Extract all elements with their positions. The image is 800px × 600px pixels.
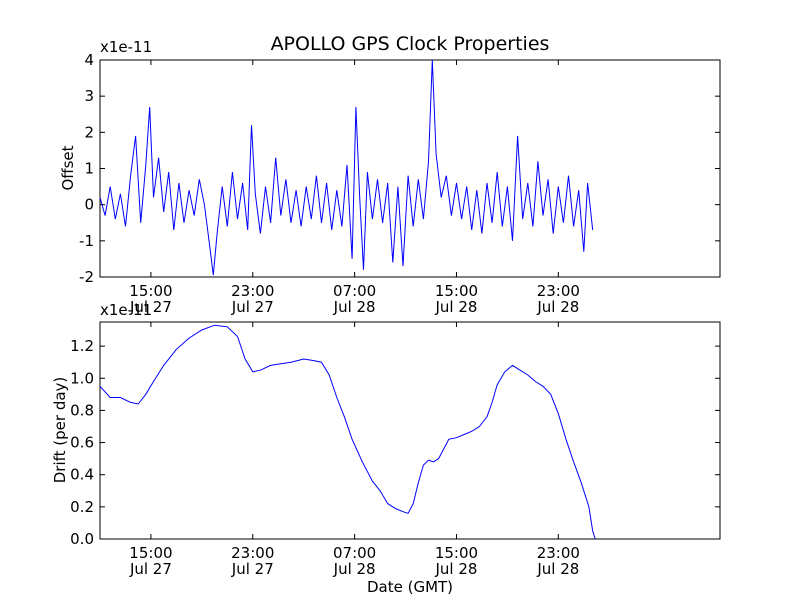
- offset-x-tick-date: Jul 27: [231, 298, 274, 316]
- drift-y-exponent-label: x1e-11: [100, 301, 152, 319]
- drift-y-tick-label: 0.4: [70, 466, 94, 484]
- drift-x-tick-date: Jul 27: [129, 560, 172, 578]
- offset-x-tick-time: 23:00: [537, 282, 580, 300]
- offset-plot-frame: [99, 59, 721, 278]
- figure-title: APOLLO GPS Clock Properties: [271, 33, 550, 55]
- drift-y-tick-label: 1.2: [70, 337, 94, 355]
- offset-y-exponent-label: x1e-11: [100, 38, 152, 56]
- drift-x-tick-date: Jul 27: [231, 560, 274, 578]
- drift-x-tick-time: 07:00: [333, 544, 376, 562]
- offset-y-tick-label: -2: [79, 268, 94, 286]
- offset-y-tick-label: 4: [84, 51, 94, 69]
- offset-y-tick-label: 3: [84, 87, 94, 105]
- drift-x-tick-date: Jul 28: [536, 560, 579, 578]
- offset-y-tick-label: 1: [84, 160, 94, 178]
- offset-series-line: [99, 59, 594, 276]
- offset-x-tick-time: 15:00: [129, 282, 172, 300]
- offset-x-tick-date: Jul 28: [536, 298, 579, 316]
- offset-y-tick-label: 2: [84, 123, 94, 141]
- drift-y-tick-label: 1.0: [70, 369, 94, 387]
- drift-y-tick-label: 0.6: [70, 434, 94, 452]
- offset-x-tick-date: Jul 28: [333, 298, 376, 316]
- offset-x-tick-date: Jul 28: [434, 298, 477, 316]
- drift-plot-frame: [99, 321, 721, 540]
- drift-x-tick-time: 23:00: [537, 544, 580, 562]
- drift-x-tick-time: 15:00: [435, 544, 478, 562]
- offset-x-tick-date: Jul 27: [129, 298, 172, 316]
- offset-y-tick-label: -1: [79, 232, 94, 250]
- drift-x-tick-date: Jul 28: [333, 560, 376, 578]
- drift-x-axis-label: Date (GMT): [367, 578, 453, 596]
- drift-y-tick-label: 0.8: [70, 401, 94, 419]
- drift-x-tick-date: Jul 28: [434, 560, 477, 578]
- offset-y-axis-label: Offset: [59, 145, 77, 190]
- drift-x-tick-time: 15:00: [129, 544, 172, 562]
- drift-y-tick-label: 0.0: [70, 530, 94, 548]
- offset-y-tick-label: 0: [84, 196, 94, 214]
- offset-y-ticks: -2 -1 0 1 2 3 4: [79, 51, 720, 286]
- offset-x-tick-time: 07:00: [333, 282, 376, 300]
- offset-x-tick-time: 23:00: [231, 282, 274, 300]
- drift-y-axis-label: Drift (per day): [51, 377, 69, 484]
- drift-x-tick-time: 23:00: [231, 544, 274, 562]
- offset-x-tick-time: 15:00: [435, 282, 478, 300]
- drift-y-ticks: 0.0 0.2 0.4 0.6 0.8 1.0 1.2: [70, 337, 720, 548]
- drift-series-line: [99, 324, 596, 540]
- drift-y-tick-label: 0.2: [70, 498, 94, 516]
